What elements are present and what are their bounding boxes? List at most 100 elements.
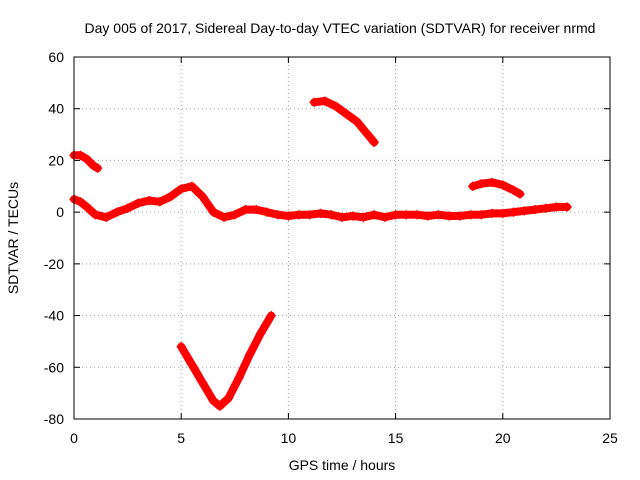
series-line [177, 311, 276, 411]
data-point [240, 204, 251, 215]
y-tick-label: 20 [48, 152, 64, 168]
plot-frame [73, 56, 611, 420]
data-point [230, 209, 240, 220]
data-point [380, 212, 390, 223]
data-point [487, 177, 497, 188]
x-tick-label: 25 [602, 430, 618, 446]
data-point [272, 209, 283, 220]
axis-ticks [73, 56, 611, 420]
y-tick-labels: -80 -60 -40 -20 0 20 40 60 [44, 49, 64, 427]
data-point [219, 212, 229, 223]
data-point [176, 184, 186, 194]
data-point [347, 211, 358, 221]
data-point [262, 207, 272, 217]
y-axis-label: SDTVAR / TECUs [5, 182, 21, 294]
data-point [92, 163, 103, 173]
data-point [251, 204, 261, 215]
data-point [309, 97, 319, 107]
data-point [75, 150, 86, 161]
data-point [82, 154, 92, 164]
data-point [223, 393, 234, 404]
data-point [508, 207, 519, 217]
chart-title: Day 005 of 2017, Sidereal Day-to-day VTE… [85, 20, 596, 36]
series-segment-early [69, 150, 103, 173]
data-series [69, 96, 572, 411]
data-point [540, 203, 551, 214]
data-point [423, 211, 433, 221]
data-point [330, 101, 341, 111]
data-point [208, 207, 219, 217]
series-segment-late [468, 177, 525, 199]
data-point [487, 208, 497, 219]
data-point [401, 209, 412, 220]
data-point [515, 189, 525, 199]
y-tick-label: -80 [44, 411, 64, 427]
data-point [165, 191, 176, 202]
data-point [90, 209, 101, 220]
data-point [508, 185, 519, 195]
data-point [369, 137, 379, 148]
data-point [266, 310, 276, 321]
data-point [551, 202, 562, 212]
data-point [326, 209, 337, 220]
data-point [341, 109, 352, 119]
data-point [412, 209, 422, 220]
x-tick-label: 0 [70, 430, 78, 446]
y-tick-label: -40 [44, 308, 64, 324]
y-tick-label: 60 [48, 49, 64, 65]
series-main-band [69, 181, 572, 223]
data-point [305, 209, 315, 220]
data-point [133, 198, 144, 208]
data-point [519, 206, 529, 216]
data-point [82, 202, 92, 212]
data-point [337, 212, 347, 223]
data-point [294, 209, 304, 220]
series-segment-dip [176, 310, 276, 411]
data-point [369, 209, 379, 220]
data-point [352, 116, 362, 127]
data-point [476, 209, 487, 220]
data-point [498, 180, 508, 190]
data-point [444, 211, 454, 221]
data-point [390, 209, 401, 220]
data-point [197, 378, 208, 388]
data-point [455, 211, 465, 221]
data-point [215, 401, 225, 411]
data-point [155, 197, 165, 207]
data-point [562, 202, 572, 212]
data-point [358, 212, 369, 223]
data-point [75, 197, 86, 207]
data-point [234, 372, 244, 383]
data-point [315, 208, 326, 219]
x-axis-label: GPS time / hours [289, 457, 396, 473]
data-point [197, 191, 208, 202]
data-point [176, 341, 186, 352]
y-tick-label: 40 [48, 101, 64, 117]
data-point [208, 396, 219, 406]
data-point [122, 203, 133, 214]
data-point [187, 181, 197, 192]
x-tick-label: 10 [281, 430, 297, 446]
data-point [465, 209, 476, 220]
data-point [360, 127, 371, 137]
x-tick-labels: 0 5 10 15 20 25 [70, 430, 618, 446]
data-point [530, 204, 540, 215]
data-point [283, 211, 294, 221]
data-point [468, 181, 478, 192]
data-point [187, 359, 197, 370]
data-point [433, 209, 444, 220]
data-point [320, 96, 330, 106]
y-tick-label: -20 [44, 256, 64, 272]
series-segment-high [309, 96, 379, 148]
y-tick-label: 0 [56, 204, 64, 220]
data-point [144, 195, 154, 206]
y-tick-label: -60 [44, 359, 64, 375]
data-point [101, 212, 111, 223]
data-point [255, 328, 266, 339]
data-point [476, 178, 487, 189]
data-point [112, 207, 122, 217]
x-tick-label: 5 [177, 430, 185, 446]
data-point [498, 208, 508, 219]
data-point [245, 349, 255, 360]
